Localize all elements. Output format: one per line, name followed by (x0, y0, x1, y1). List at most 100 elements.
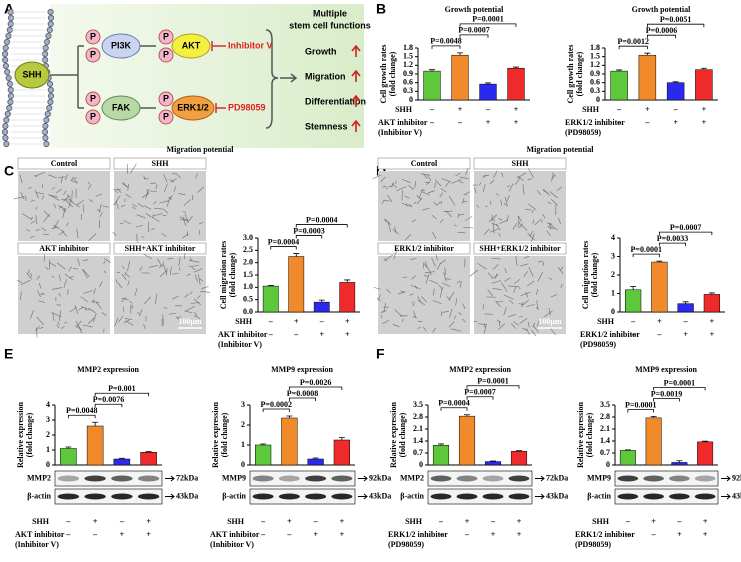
band (430, 475, 452, 482)
cell (519, 222, 528, 231)
cell (99, 211, 104, 218)
cell (431, 214, 437, 220)
cell (439, 192, 444, 198)
panel-letter: C (4, 163, 14, 179)
cell (73, 267, 78, 270)
blot-arrow (535, 475, 545, 482)
error-bar (708, 292, 715, 295)
cell (478, 323, 486, 326)
cell (195, 172, 199, 179)
treatment-sign: – (293, 330, 299, 339)
treatment-sign: + (703, 517, 708, 526)
treatment-sign: – (656, 330, 662, 339)
diagram-background (50, 4, 364, 148)
blot-arrow (721, 475, 731, 482)
cell (58, 293, 61, 297)
cell (548, 277, 553, 281)
cell (59, 205, 63, 209)
significance-bracket (466, 385, 520, 389)
cell (527, 321, 530, 328)
lipid (3, 140, 10, 148)
error-bar (344, 279, 351, 283)
cell (492, 287, 502, 291)
cell (532, 322, 536, 328)
error-bar (318, 299, 325, 303)
treatment-sign: + (146, 517, 151, 526)
cell (426, 266, 432, 276)
cell (123, 220, 131, 225)
cell (29, 309, 34, 319)
cell (182, 217, 187, 226)
cell (383, 200, 390, 202)
cell (423, 173, 428, 179)
p-value: P=0.0004 (438, 399, 469, 408)
cell (145, 213, 152, 218)
y-tick-label: 1 (46, 445, 50, 454)
cell (123, 319, 130, 324)
treatment-sign: – (630, 317, 636, 326)
cell (92, 298, 95, 304)
cell (75, 325, 83, 331)
treatment-sign: + (702, 118, 707, 127)
treatment-sign: – (286, 530, 292, 539)
bar (479, 83, 497, 101)
treatment-label: (Inhibitor V) (378, 128, 422, 137)
p-value: P=0.0048 (66, 406, 97, 415)
y-tick-label: 1.5 (243, 270, 253, 279)
cell (112, 203, 117, 206)
cell (132, 204, 138, 207)
cell (448, 196, 456, 206)
y-axis-label: Cell growth rates (566, 45, 575, 104)
y-axis-label: Relative expression (389, 402, 398, 468)
lipid (46, 104, 53, 112)
bar (262, 285, 279, 313)
cell (175, 316, 181, 321)
y-axis-label: Relative expression (211, 402, 220, 468)
y-tick-label: 2.1 (413, 424, 423, 433)
p-value: P=0.0007 (458, 26, 489, 35)
cell (30, 272, 33, 277)
significance-bracket (646, 23, 705, 28)
cell (87, 317, 96, 324)
lipid (3, 38, 11, 46)
cell (36, 275, 41, 280)
blot-size: 92kDa (732, 473, 741, 482)
blot-label: β-actin (222, 491, 246, 500)
treatment-sign: – (319, 317, 325, 326)
image-label: ERK1/2 inhibitor (394, 244, 454, 253)
cell (416, 197, 423, 205)
cell (26, 229, 30, 232)
p-value: P=0.0001 (631, 245, 662, 254)
y-tick-label: 0.5 (243, 294, 253, 303)
treatment-sign: – (644, 118, 650, 127)
significance-bracket (618, 45, 648, 50)
treatment-sign: + (465, 517, 470, 526)
node-label: ERK1/2 (177, 102, 209, 112)
cell (432, 300, 442, 305)
y-tick-label: 1.0 (243, 282, 253, 291)
y-tick-label: 1.8 (590, 43, 600, 52)
band (694, 475, 716, 482)
y-axis-label: (fold change) (228, 252, 237, 297)
treatment-label: AKT inhibitor (15, 530, 65, 539)
treatment-sign: – (616, 105, 622, 114)
blot-size: 43kDa (546, 491, 568, 500)
cell (37, 290, 42, 298)
cell (127, 260, 131, 272)
treatment-sign: – (438, 517, 444, 526)
cell (380, 176, 386, 183)
cell (542, 189, 549, 194)
lipid (5, 74, 12, 82)
cell (127, 280, 130, 286)
y-axis-label: (fold change) (585, 412, 594, 457)
cell (382, 185, 386, 188)
cell (82, 204, 85, 213)
treatment-label: (PD98059) (565, 128, 601, 137)
cell (463, 193, 468, 196)
bar (638, 54, 657, 101)
band (508, 493, 530, 500)
cell (547, 201, 552, 205)
micrograph (378, 256, 470, 334)
label-box (113, 157, 207, 170)
